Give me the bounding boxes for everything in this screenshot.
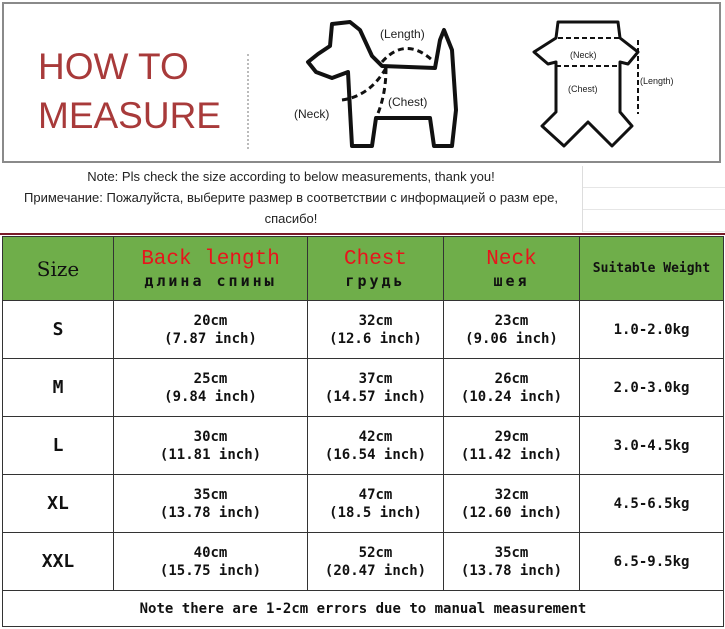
title-line1: HOW TO [38, 46, 189, 87]
inch-value: (12.6 inch) [329, 330, 422, 347]
table-row: XL 35cm (13.78 inch) 47cm (18.5 inch) 32cm… [2, 474, 724, 533]
size-cell: M [2, 358, 114, 417]
title-line2: MEASURE [38, 95, 221, 136]
size-cell: L [2, 416, 114, 475]
footer-row: Note there are 1-2cm errors due to manua… [2, 590, 724, 627]
dog-length-label: (Length) [380, 27, 425, 41]
divider-line [0, 233, 725, 235]
dog-measure-lines [341, 47, 433, 119]
neck-cell: 23cm (9.06 inch) [443, 300, 580, 359]
cm-value: 30cm [193, 428, 228, 445]
inch-value: (14.57 inch) [324, 388, 427, 405]
note-russian: Примечание: Пожалуйста, выберите размер … [24, 190, 558, 226]
header-row: Size Back length длина спины Chest грудь N… [2, 236, 724, 301]
back-length-cell: 20cm (7.87 inch) [113, 300, 308, 359]
cm-value: 23cm [494, 312, 529, 329]
neck-cell: 26cm (10.24 inch) [443, 358, 580, 417]
inch-value: (15.75 inch) [159, 562, 262, 579]
measurement-diagram: (Length) (Neck) (Chest) (Neck) (Chest) (… [294, 20, 674, 148]
header-chest-en: Chest [343, 247, 407, 271]
garment-length-label: (Length) [640, 76, 674, 86]
chest-cell: 47cm (18.5 inch) [307, 474, 444, 533]
header-size: Size [2, 236, 114, 301]
inch-value: (11.81 inch) [159, 446, 262, 463]
cm-value: 32cm [358, 312, 393, 329]
inch-value: (11.42 inch) [460, 446, 563, 463]
error-note: Note there are 1-2cm errors due to manua… [2, 590, 724, 627]
cm-value: 25cm [193, 370, 228, 387]
dog-illustration [306, 20, 458, 148]
size-cell: XL [2, 474, 114, 533]
back-length-cell: 25cm (9.84 inch) [113, 358, 308, 417]
neck-cell: 35cm (13.78 inch) [443, 532, 580, 591]
size-notes: Note: Pls check the size according to be… [0, 166, 582, 229]
weight-cell: 4.5-6.5kg [579, 474, 724, 533]
table-row: S 20cm (7.87 inch) 32cm (12.6 inch) 23cm (9… [2, 300, 724, 359]
header-neck-en: Neck [486, 247, 537, 271]
cm-value: 52cm [358, 544, 393, 561]
header-chest: Chest грудь [307, 236, 444, 301]
garment-neck-label: (Neck) [570, 50, 597, 60]
cm-value: 29cm [494, 428, 529, 445]
dog-chest-label: (Chest) [388, 95, 427, 109]
inch-value: (16.54 inch) [324, 446, 427, 463]
chest-cell: 37cm (14.57 inch) [307, 358, 444, 417]
garment-measure-lines [556, 37, 639, 114]
divider [247, 54, 249, 149]
garment-illustration [532, 20, 640, 148]
weight-cell: 6.5-9.5kg [579, 532, 724, 591]
cm-value: 37cm [358, 370, 393, 387]
neck-cell: 32cm (12.60 inch) [443, 474, 580, 533]
inch-value: (9.84 inch) [164, 388, 257, 405]
table-row: L 30cm (11.81 inch) 42cm (16.54 inch) 29cm… [2, 416, 724, 475]
back-length-cell: 30cm (11.81 inch) [113, 416, 308, 475]
weight-cell: 1.0-2.0kg [579, 300, 724, 359]
inch-value: (13.78 inch) [159, 504, 262, 521]
cm-value: 35cm [494, 544, 529, 561]
header-back-length: Back length длина спины [113, 236, 308, 301]
inch-value: (9.06 inch) [465, 330, 558, 347]
size-cell: S [2, 300, 114, 359]
inch-value: (13.78 inch) [460, 562, 563, 579]
chest-cell: 52cm (20.47 inch) [307, 532, 444, 591]
header-chest-ru: грудь [345, 271, 406, 290]
weight-cell: 2.0-3.0kg [579, 358, 724, 417]
cm-value: 42cm [358, 428, 393, 445]
header-weight: Suitable Weight [579, 236, 724, 301]
dog-neck-label: (Neck) [294, 107, 329, 121]
neck-cell: 29cm (11.42 inch) [443, 416, 580, 475]
header-back-en: Back length [141, 247, 280, 271]
header-neck: Neck шея [443, 236, 580, 301]
cm-value: 40cm [193, 544, 228, 561]
inch-value: (7.87 inch) [164, 330, 257, 347]
size-chart-table: Size Back length длина спины Chest грудь N… [2, 236, 724, 627]
inch-value: (12.60 inch) [460, 504, 563, 521]
cm-value: 32cm [494, 486, 529, 503]
cm-value: 35cm [193, 486, 228, 503]
cm-value: 20cm [193, 312, 228, 329]
table-row: XXL 40cm (15.75 inch) 52cm (20.47 inch) 35… [2, 532, 724, 591]
inch-value: (10.24 inch) [460, 388, 563, 405]
back-length-cell: 35cm (13.78 inch) [113, 474, 308, 533]
sheet-grid [582, 166, 725, 232]
banner-title: HOW TO MEASURE [38, 42, 221, 140]
table-row: M 25cm (9.84 inch) 37cm (14.57 inch) 26cm(… [2, 358, 724, 417]
inch-value: (20.47 inch) [324, 562, 427, 579]
note-english: Note: Pls check the size according to be… [87, 169, 495, 184]
cm-value: 26cm [494, 370, 529, 387]
garment-chest-label: (Chest) [568, 84, 598, 94]
cm-value: 47cm [358, 486, 393, 503]
chest-cell: 42cm (16.54 inch) [307, 416, 444, 475]
back-length-cell: 40cm (15.75 inch) [113, 532, 308, 591]
inch-value: (18.5 inch) [329, 504, 422, 521]
header-back-ru: длина спины [144, 271, 277, 290]
weight-cell: 3.0-4.5kg [579, 416, 724, 475]
size-cell: XXL [2, 532, 114, 591]
chest-cell: 32cm (12.6 inch) [307, 300, 444, 359]
header-neck-ru: шея [493, 271, 530, 290]
